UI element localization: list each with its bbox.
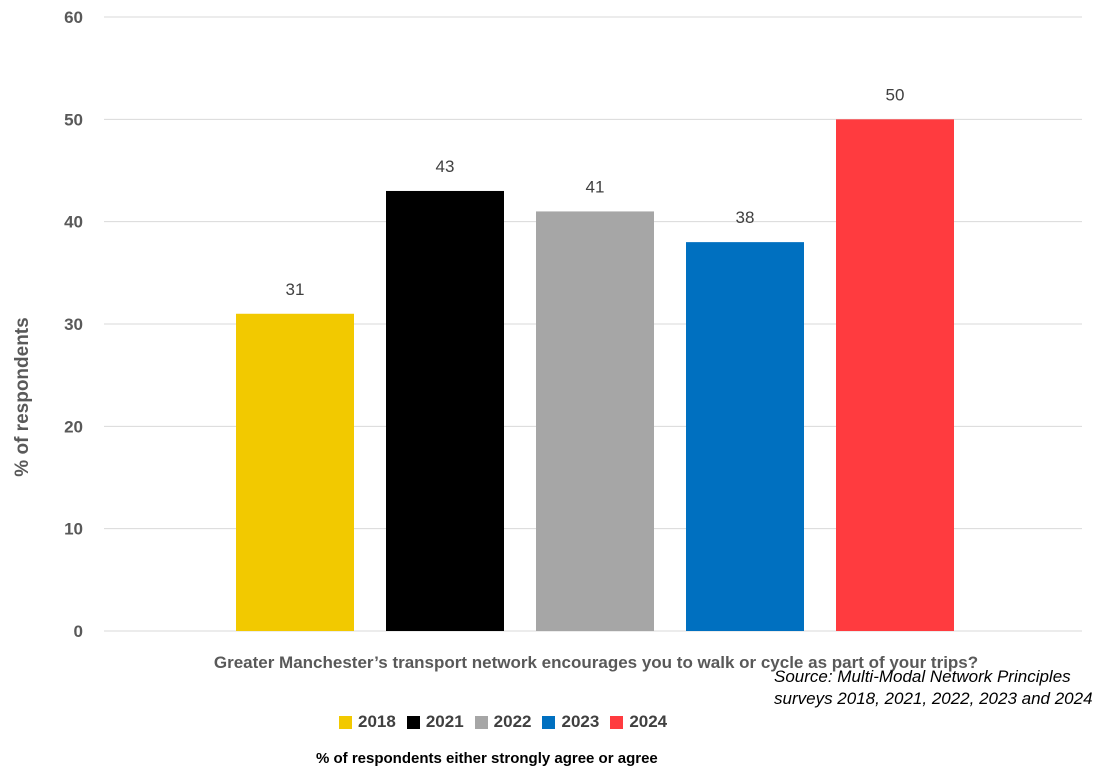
bar-2024 [836, 119, 954, 631]
bar-2021 [386, 190, 504, 631]
bar-2018 [236, 313, 354, 631]
legend-swatch [406, 715, 420, 729]
y-axis-ticks: 0 10 20 30 40 50 60 [64, 8, 83, 641]
legend-label: 2023 [561, 712, 600, 731]
legend-swatch [610, 715, 624, 729]
chart-subtitle: % of respondents either strongly agree o… [316, 750, 658, 767]
y-tick-label: 0 [74, 622, 83, 641]
bar-2023 [686, 242, 804, 631]
bar-2022 [536, 211, 654, 631]
legend-label: 2024 [629, 712, 668, 731]
data-label-2018: 31 [286, 280, 305, 299]
legend: 2018 2021 2022 2023 2024 [339, 710, 678, 734]
legend-item-2023: 2023 [542, 712, 599, 732]
legend-item-2021: 2021 [406, 712, 464, 732]
bars [236, 119, 954, 631]
y-tick-label: 30 [64, 315, 83, 334]
legend-label: 2018 [358, 712, 396, 731]
y-tick-label: 50 [64, 110, 83, 129]
data-label-2024: 50 [886, 85, 905, 104]
legend-label: 2022 [493, 712, 532, 731]
data-label-2021: 43 [436, 157, 455, 176]
data-label-2023: 38 [736, 208, 755, 227]
y-tick-label: 60 [64, 8, 83, 27]
source-note: Source: Multi-Modal Network Principles s… [774, 667, 1093, 708]
legend-label: 2021 [425, 712, 464, 731]
data-label-2022: 41 [586, 177, 605, 196]
legend-swatch [474, 715, 488, 729]
x-axis-category-label: Greater Manchester’s transport network e… [214, 653, 978, 672]
y-tick-label: 40 [64, 213, 83, 232]
y-tick-label: 10 [64, 520, 83, 539]
legend-item-2018: 2018 [339, 712, 396, 732]
y-axis-label: % of respondents [12, 317, 33, 476]
y-tick-label: 20 [64, 417, 83, 436]
data-labels: 31 43 41 38 50 [286, 85, 905, 298]
legend-item-2024: 2024 [610, 712, 667, 732]
legend-swatch [542, 715, 556, 729]
legend-swatch [339, 715, 352, 729]
legend-item-2022: 2022 [474, 712, 532, 732]
